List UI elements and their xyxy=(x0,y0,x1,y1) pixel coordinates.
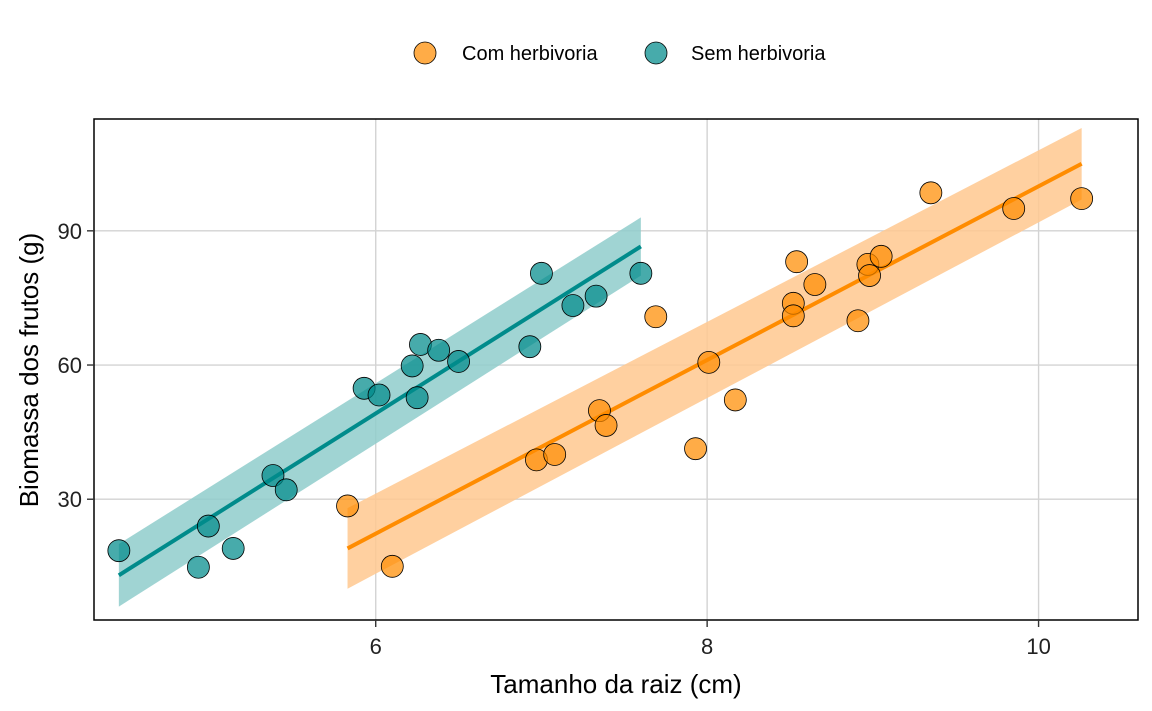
data-point-sem-herbivoria xyxy=(447,350,470,373)
data-point-com-herbivoria xyxy=(380,554,404,578)
data-point-sem-herbivoria xyxy=(518,335,542,359)
data-point-sem-herbivoria xyxy=(107,539,131,563)
data-point-sem-herbivoria xyxy=(400,354,424,378)
data-point-com-herbivoria xyxy=(781,304,805,328)
legend: Com herbivoria Sem herbivoria xyxy=(413,41,826,65)
data-point-sem-herbivoria xyxy=(221,537,245,560)
data-point-sem-herbivoria xyxy=(186,555,210,579)
data-points xyxy=(107,181,1094,579)
plot-panel-border xyxy=(93,118,1139,621)
data-point-sem-herbivoria xyxy=(561,294,585,317)
data-point-sem-herbivoria xyxy=(584,284,608,308)
legend-marker-com-herbivoria xyxy=(413,41,437,65)
data-point-com-herbivoria xyxy=(785,250,809,274)
data-point-com-herbivoria xyxy=(1002,197,1026,220)
legend-marker-sem-herbivoria xyxy=(644,41,668,65)
x-tick-label: 8 xyxy=(701,634,713,659)
legend-label-sem-herbivoria: Sem herbivoria xyxy=(691,43,826,65)
data-point-com-herbivoria xyxy=(543,443,567,466)
legend-label-com-herbivoria: Com herbivoria xyxy=(462,43,598,65)
data-point-com-herbivoria xyxy=(697,350,721,374)
data-point-sem-herbivoria xyxy=(196,514,220,538)
data-point-com-herbivoria xyxy=(846,309,870,333)
data-point-sem-herbivoria xyxy=(274,478,298,502)
data-point-com-herbivoria xyxy=(858,264,881,287)
data-point-sem-herbivoria xyxy=(629,261,653,285)
y-tick-label: 30 xyxy=(58,487,82,512)
x-tick-label: 6 xyxy=(370,634,382,659)
data-point-sem-herbivoria xyxy=(405,386,429,410)
axis-ticks: 6 8 10 30 60 90 xyxy=(58,219,1051,659)
data-point-com-herbivoria xyxy=(723,388,747,412)
x-axis-title: Tamanho da raiz (cm) xyxy=(490,669,741,699)
data-point-com-herbivoria xyxy=(869,244,893,268)
x-tick-label: 10 xyxy=(1026,634,1050,659)
data-point-com-herbivoria xyxy=(919,181,943,205)
y-tick-label: 90 xyxy=(58,219,82,244)
data-point-com-herbivoria xyxy=(803,273,827,296)
data-point-sem-herbivoria xyxy=(261,464,285,487)
data-point-sem-herbivoria xyxy=(427,338,451,362)
data-point-com-herbivoria xyxy=(594,414,618,437)
data-point-sem-herbivoria xyxy=(367,383,391,407)
data-point-com-herbivoria xyxy=(684,437,707,461)
y-tick-label: 60 xyxy=(58,353,82,378)
data-point-com-herbivoria xyxy=(644,305,668,329)
data-point-com-herbivoria xyxy=(1070,187,1094,211)
data-point-sem-herbivoria xyxy=(530,261,553,285)
data-point-com-herbivoria xyxy=(336,494,359,518)
y-axis-title: Biomassa dos frutos (g) xyxy=(14,233,44,508)
